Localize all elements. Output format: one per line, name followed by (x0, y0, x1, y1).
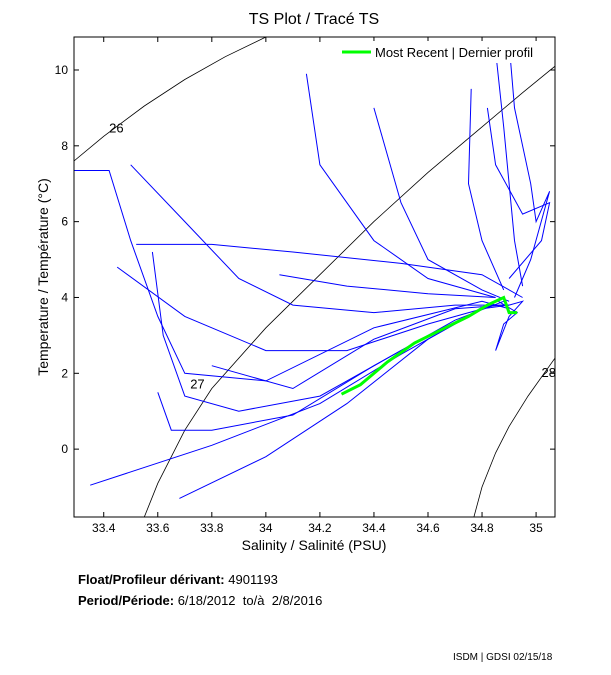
density-contour-label-27: 27 (190, 376, 204, 391)
x-tick-label: 34.4 (362, 521, 386, 535)
float-id: 4901193 (228, 572, 278, 587)
profile-line (373, 107, 510, 302)
x-tick-label: 33.8 (200, 521, 224, 535)
profile-line (305, 73, 496, 298)
density-contour-26 (74, 37, 267, 162)
float-info: Float/Profileur dérivant: 4901193 (78, 572, 278, 587)
y-axis-label: Temperature / Température (°C) (35, 178, 51, 376)
profile-line (495, 50, 524, 287)
legend: Most Recent | Dernier profil (336, 41, 552, 63)
x-tick-label: 35 (529, 521, 543, 535)
y-tick-label: 10 (55, 63, 69, 77)
profile-line (279, 274, 496, 298)
most-recent-profile-line (340, 295, 518, 396)
profile-line (467, 88, 505, 291)
period-label: Period/Période: (78, 593, 175, 608)
x-tick-label: 34.6 (416, 521, 440, 535)
density-contour-label-26: 26 (109, 121, 123, 136)
profile-line (136, 243, 523, 298)
density-contour-28 (473, 357, 555, 517)
period-info: Period/Période: 6/18/2012 to/à 2/8/2016 (78, 593, 322, 608)
legend-label: Most Recent | Dernier profil (375, 45, 533, 60)
period-end: 2/8/2016 (271, 593, 323, 608)
y-tick-label: 2 (61, 366, 68, 380)
density-contour-27 (143, 65, 555, 517)
profile-line (508, 43, 551, 298)
profile-line (157, 300, 504, 431)
profile-line (211, 304, 504, 390)
profile-line (90, 308, 483, 486)
x-tick-label: 33.4 (92, 521, 116, 535)
legend-box (336, 41, 552, 63)
plot-frame (73, 36, 556, 518)
period-start: 6/18/2012 (177, 593, 236, 608)
float-label: Float/Profileur dérivant: (78, 572, 225, 587)
y-tick-label: 4 (61, 290, 68, 304)
x-tick-label: 34.2 (308, 521, 332, 535)
x-tick-label: 34.8 (470, 521, 494, 535)
y-tick-label: 6 (61, 215, 68, 229)
density-contour-label-28: 28 (541, 365, 555, 380)
profile-line (179, 300, 496, 499)
profile-line (74, 170, 510, 382)
x-tick-label: 34 (259, 521, 273, 535)
chart-title: TS Plot / Tracé TS (249, 11, 379, 28)
credit-text: ISDM | GDSI 02/15/18 (453, 652, 553, 663)
profile-line (130, 164, 510, 314)
profile-line (116, 266, 496, 352)
y-tick-label: 0 (61, 442, 68, 456)
x-axis-label: Salinity / Salinité (PSU) (242, 537, 387, 553)
x-tick-label: 33.6 (146, 521, 170, 535)
profile-line (486, 107, 551, 279)
y-tick-label: 8 (61, 139, 68, 153)
profile-line (151, 251, 510, 412)
period-sep: to/à (242, 593, 265, 608)
